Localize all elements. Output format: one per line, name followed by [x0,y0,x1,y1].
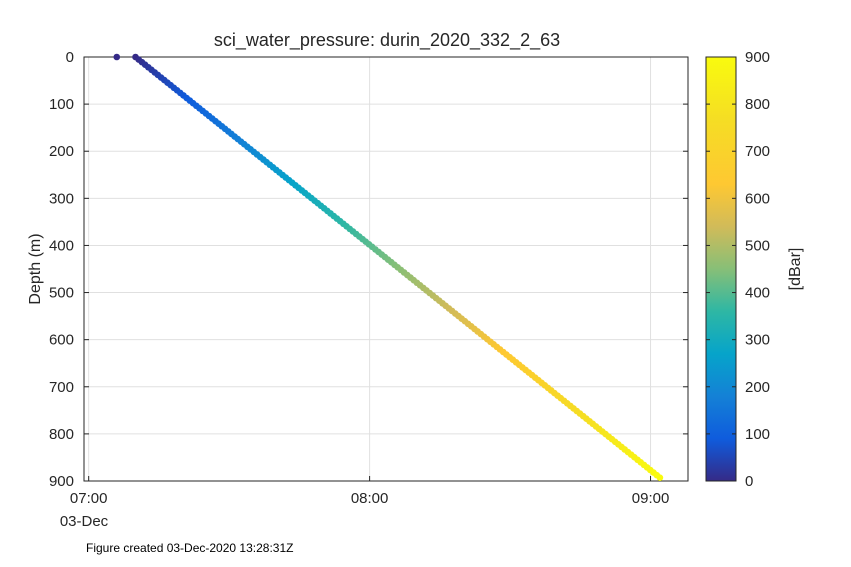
y-axis-label: Depth (m) [27,233,44,304]
colorbar-tick-label: 0 [745,473,753,490]
colorbar-label: [dBar] [787,248,804,291]
y-tick-label: 800 [49,426,74,443]
colorbar: 0 100 200 300 400 500 600 700 800 900 [dBar] [705,49,804,490]
colorbar-gradient [705,56,737,482]
data-point [113,53,121,61]
y-tick-label: 500 [49,285,74,302]
colorbar-tick-label: 900 [745,49,770,66]
figure-footnote: Figure created 03-Dec-2020 13:28:31Z [86,541,294,555]
data-points [113,53,664,482]
colorbar-ticks: 0 100 200 300 400 500 600 700 800 900 [706,49,770,490]
colorbar-tick-label: 100 [745,426,770,443]
y-tick-label: 300 [49,190,74,207]
x-axis: 07:00 08:00 09:00 [70,476,669,507]
colorbar-tick-label: 200 [745,379,770,396]
colorbar-tick-label: 400 [745,285,770,302]
chart-title: sci_water_pressure: durin_2020_332_2_63 [214,30,560,51]
y-tick-label: 400 [49,237,74,254]
colorbar-tick-label: 600 [745,190,770,207]
colorbar-tick-label: 800 [745,96,770,113]
colorbar-tick-label: 700 [745,143,770,160]
data-point [656,474,664,482]
y-tick-label: 600 [49,332,74,349]
y-tick-label: 900 [49,473,74,490]
x-tick-label: 07:00 [70,490,108,507]
y-tick-label: 700 [49,379,74,396]
x-tick-label: 08:00 [351,490,389,507]
x-date-label: 03-Dec [60,513,109,530]
colorbar-tick-label: 300 [745,332,770,349]
y-tick-label: 200 [49,143,74,160]
y-tick-label: 0 [66,49,74,66]
grid-lines [84,57,688,481]
y-tick-label: 100 [49,96,74,113]
x-tick-label: 09:00 [632,490,670,507]
colorbar-tick-label: 500 [745,237,770,254]
y-axis: 0 100 200 300 400 500 600 700 800 900 [49,49,688,490]
